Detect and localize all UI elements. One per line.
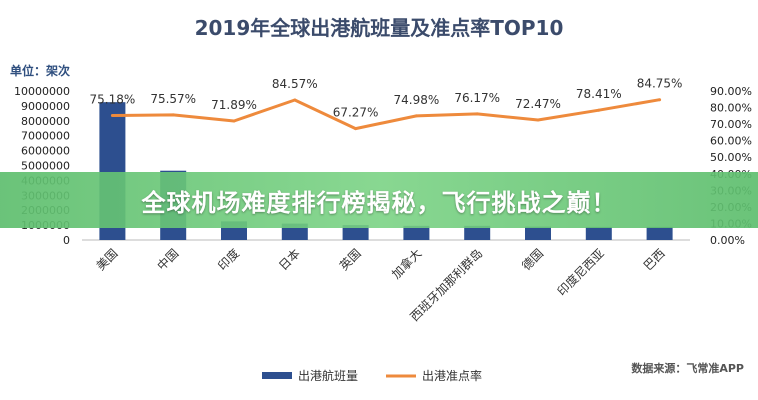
- line-data-label: 74.98%: [394, 93, 440, 107]
- chart-title: 2019年全球出港航班量及准点率TOP10: [194, 16, 564, 40]
- y-right-tick-label: 0.00%: [710, 234, 745, 247]
- line-point: [293, 98, 297, 102]
- line-data-label: 76.17%: [454, 91, 500, 105]
- bar: [342, 225, 369, 240]
- line-point: [475, 112, 479, 116]
- line-data-label: 71.89%: [211, 98, 257, 112]
- line-point: [354, 127, 358, 131]
- line-point: [171, 113, 175, 117]
- x-tick-label: 中国: [154, 246, 182, 274]
- line-point: [232, 119, 236, 123]
- x-tick-label: 加拿大: [388, 246, 424, 282]
- y-right-tick-label: 70.00%: [710, 118, 752, 131]
- legend-bar-swatch: [262, 372, 292, 379]
- y-left-tick-label: 0: [63, 234, 70, 247]
- line-data-label: 72.47%: [515, 97, 561, 111]
- line-data-label: 75.18%: [90, 93, 136, 107]
- y-right-tick-label: 60.00%: [710, 135, 752, 148]
- line-point: [110, 114, 114, 118]
- x-tick-label: 印度: [215, 246, 243, 274]
- x-tick-label: 美国: [94, 246, 121, 273]
- y-left-tick-label: 9000000: [21, 100, 70, 113]
- x-tick-label: 德国: [519, 246, 547, 274]
- line-data-label: 75.57%: [150, 92, 196, 106]
- unit-label: 单位：架次: [10, 64, 71, 78]
- x-tick-label: 英国: [337, 246, 364, 273]
- data-source: 数据来源：飞常准APP: [631, 362, 744, 375]
- x-tick-label: 日本: [276, 246, 303, 273]
- overlay-banner: 全球机场难度排行榜揭秘，飞行挑战之巅！: [0, 172, 758, 228]
- y-left-tick-label: 5000000: [21, 160, 70, 173]
- y-right-tick-label: 50.00%: [710, 151, 752, 164]
- line-data-label: 84.57%: [272, 77, 318, 91]
- legend-bar-label: 出港航班量: [298, 368, 358, 383]
- line-data-label: 78.41%: [576, 87, 622, 101]
- line-series-path: [112, 98, 660, 131]
- line-point: [597, 108, 601, 112]
- line-point: [414, 114, 418, 118]
- y-left-tick-label: 6000000: [21, 145, 70, 158]
- y-left-tick-label: 7000000: [21, 130, 70, 143]
- line-point: [658, 98, 662, 102]
- y-left-tick-label: 8000000: [21, 115, 70, 128]
- bar: [646, 226, 673, 240]
- banner-text: 全球机场难度排行榜揭秘，飞行挑战之巅！: [141, 188, 617, 217]
- bar: [403, 225, 430, 240]
- line-point: [536, 118, 540, 122]
- y-right-tick-label: 80.00%: [710, 102, 752, 115]
- y-right-tick-label: 90.00%: [710, 85, 752, 98]
- bar: [464, 225, 491, 240]
- bar: [525, 226, 551, 240]
- line-data-label: 67.27%: [333, 106, 379, 120]
- legend-line-label: 出港准点率: [422, 368, 482, 383]
- line-data-label: 84.75%: [637, 77, 683, 91]
- x-tick-label: 巴西: [641, 246, 668, 273]
- x-tick-label: 印度尼西亚: [554, 246, 607, 299]
- bar: [585, 226, 612, 240]
- y-left-tick-label: 10000000: [14, 85, 70, 98]
